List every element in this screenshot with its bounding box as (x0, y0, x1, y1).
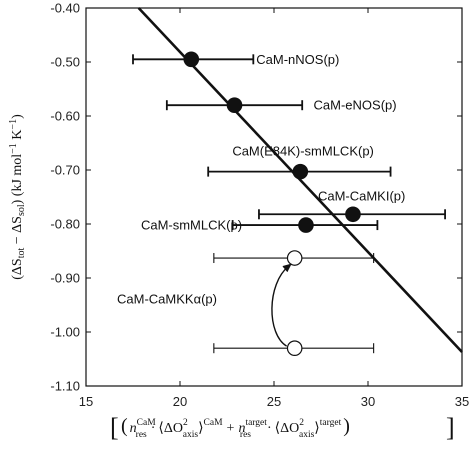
x-axis-label: (nCaM res · ⟨ΔO2 axis⟩CaM + ntarget res · ⟨ΔO2 axi… (121, 415, 350, 440)
data-point (292, 163, 309, 180)
y-tick-label: -0.80 (50, 217, 80, 232)
data-label: CaM-eNOS(p) (314, 98, 397, 113)
data-point (298, 217, 314, 233)
x-tick-label: 20 (173, 394, 187, 409)
x-axis-title: [] (nCaM res · ⟨ΔO2 axis⟩CaM + ntarget res · ⟨ΔO2 a… (110, 413, 455, 442)
data-point-group: CaM-smMLCK(p) (141, 217, 379, 233)
arrow (271, 263, 292, 347)
y-tick-label: -0.50 (50, 55, 80, 70)
data-point-group: CaM-eNOS(p) (165, 97, 397, 113)
data-point-group (213, 250, 375, 266)
data-point (345, 206, 361, 223)
data-label: CaM(E84K)-smMLCK(p) (232, 144, 374, 159)
axes: 15 20 25 30 35 -0.40 -0.50 -0.60 -0.70 -0.80 -0.90… (50, 1, 469, 410)
group-label: CaM-CaMKKα(p) (117, 291, 217, 306)
y-tick-label: -0.70 (50, 163, 80, 178)
y-axis-title: (ΔStot − ΔSsol) (kJ mol−1 K−1) (8, 114, 27, 280)
y-tick-label: -0.40 (50, 1, 80, 16)
data-label: CaM-CaMKI(p) (318, 188, 405, 203)
data-point (226, 97, 243, 113)
data-label: CaM-nNOS(p) (256, 52, 339, 67)
data-point-group: CaM-CaMKI(p) (258, 188, 446, 223)
y-tick-label: -1.00 (50, 325, 80, 340)
data-point-group (213, 340, 375, 356)
data-label: CaM-smMLCK(p) (141, 218, 242, 233)
plot-area: CaM-nNOS(p) CaM-eNOS(p) CaM(E84K)-smMLCK(p… (117, 7, 463, 356)
x-axis-bracket-open: [ (110, 413, 119, 442)
data-point (183, 51, 200, 68)
data-point (286, 250, 303, 266)
data-point-group: CaM(E84K)-smMLCK(p) (207, 144, 392, 180)
data-point (286, 340, 303, 356)
y-tick-label: -0.60 (50, 109, 80, 124)
y-axis-label: (ΔStot − ΔSsol) (kJ mol−1 K−1) (8, 114, 27, 280)
y-tick-label: -0.90 (50, 271, 80, 286)
x-axis-bracket-close: ] (446, 413, 455, 442)
x-tick-label: 15 (79, 394, 93, 409)
x-tick-label: 35 (455, 394, 469, 409)
y-tick-label: -1.10 (50, 379, 80, 394)
x-tick-label: 30 (361, 394, 375, 409)
x-tick-label: 25 (267, 394, 281, 409)
data-point-group: CaM-nNOS(p) (132, 51, 339, 68)
